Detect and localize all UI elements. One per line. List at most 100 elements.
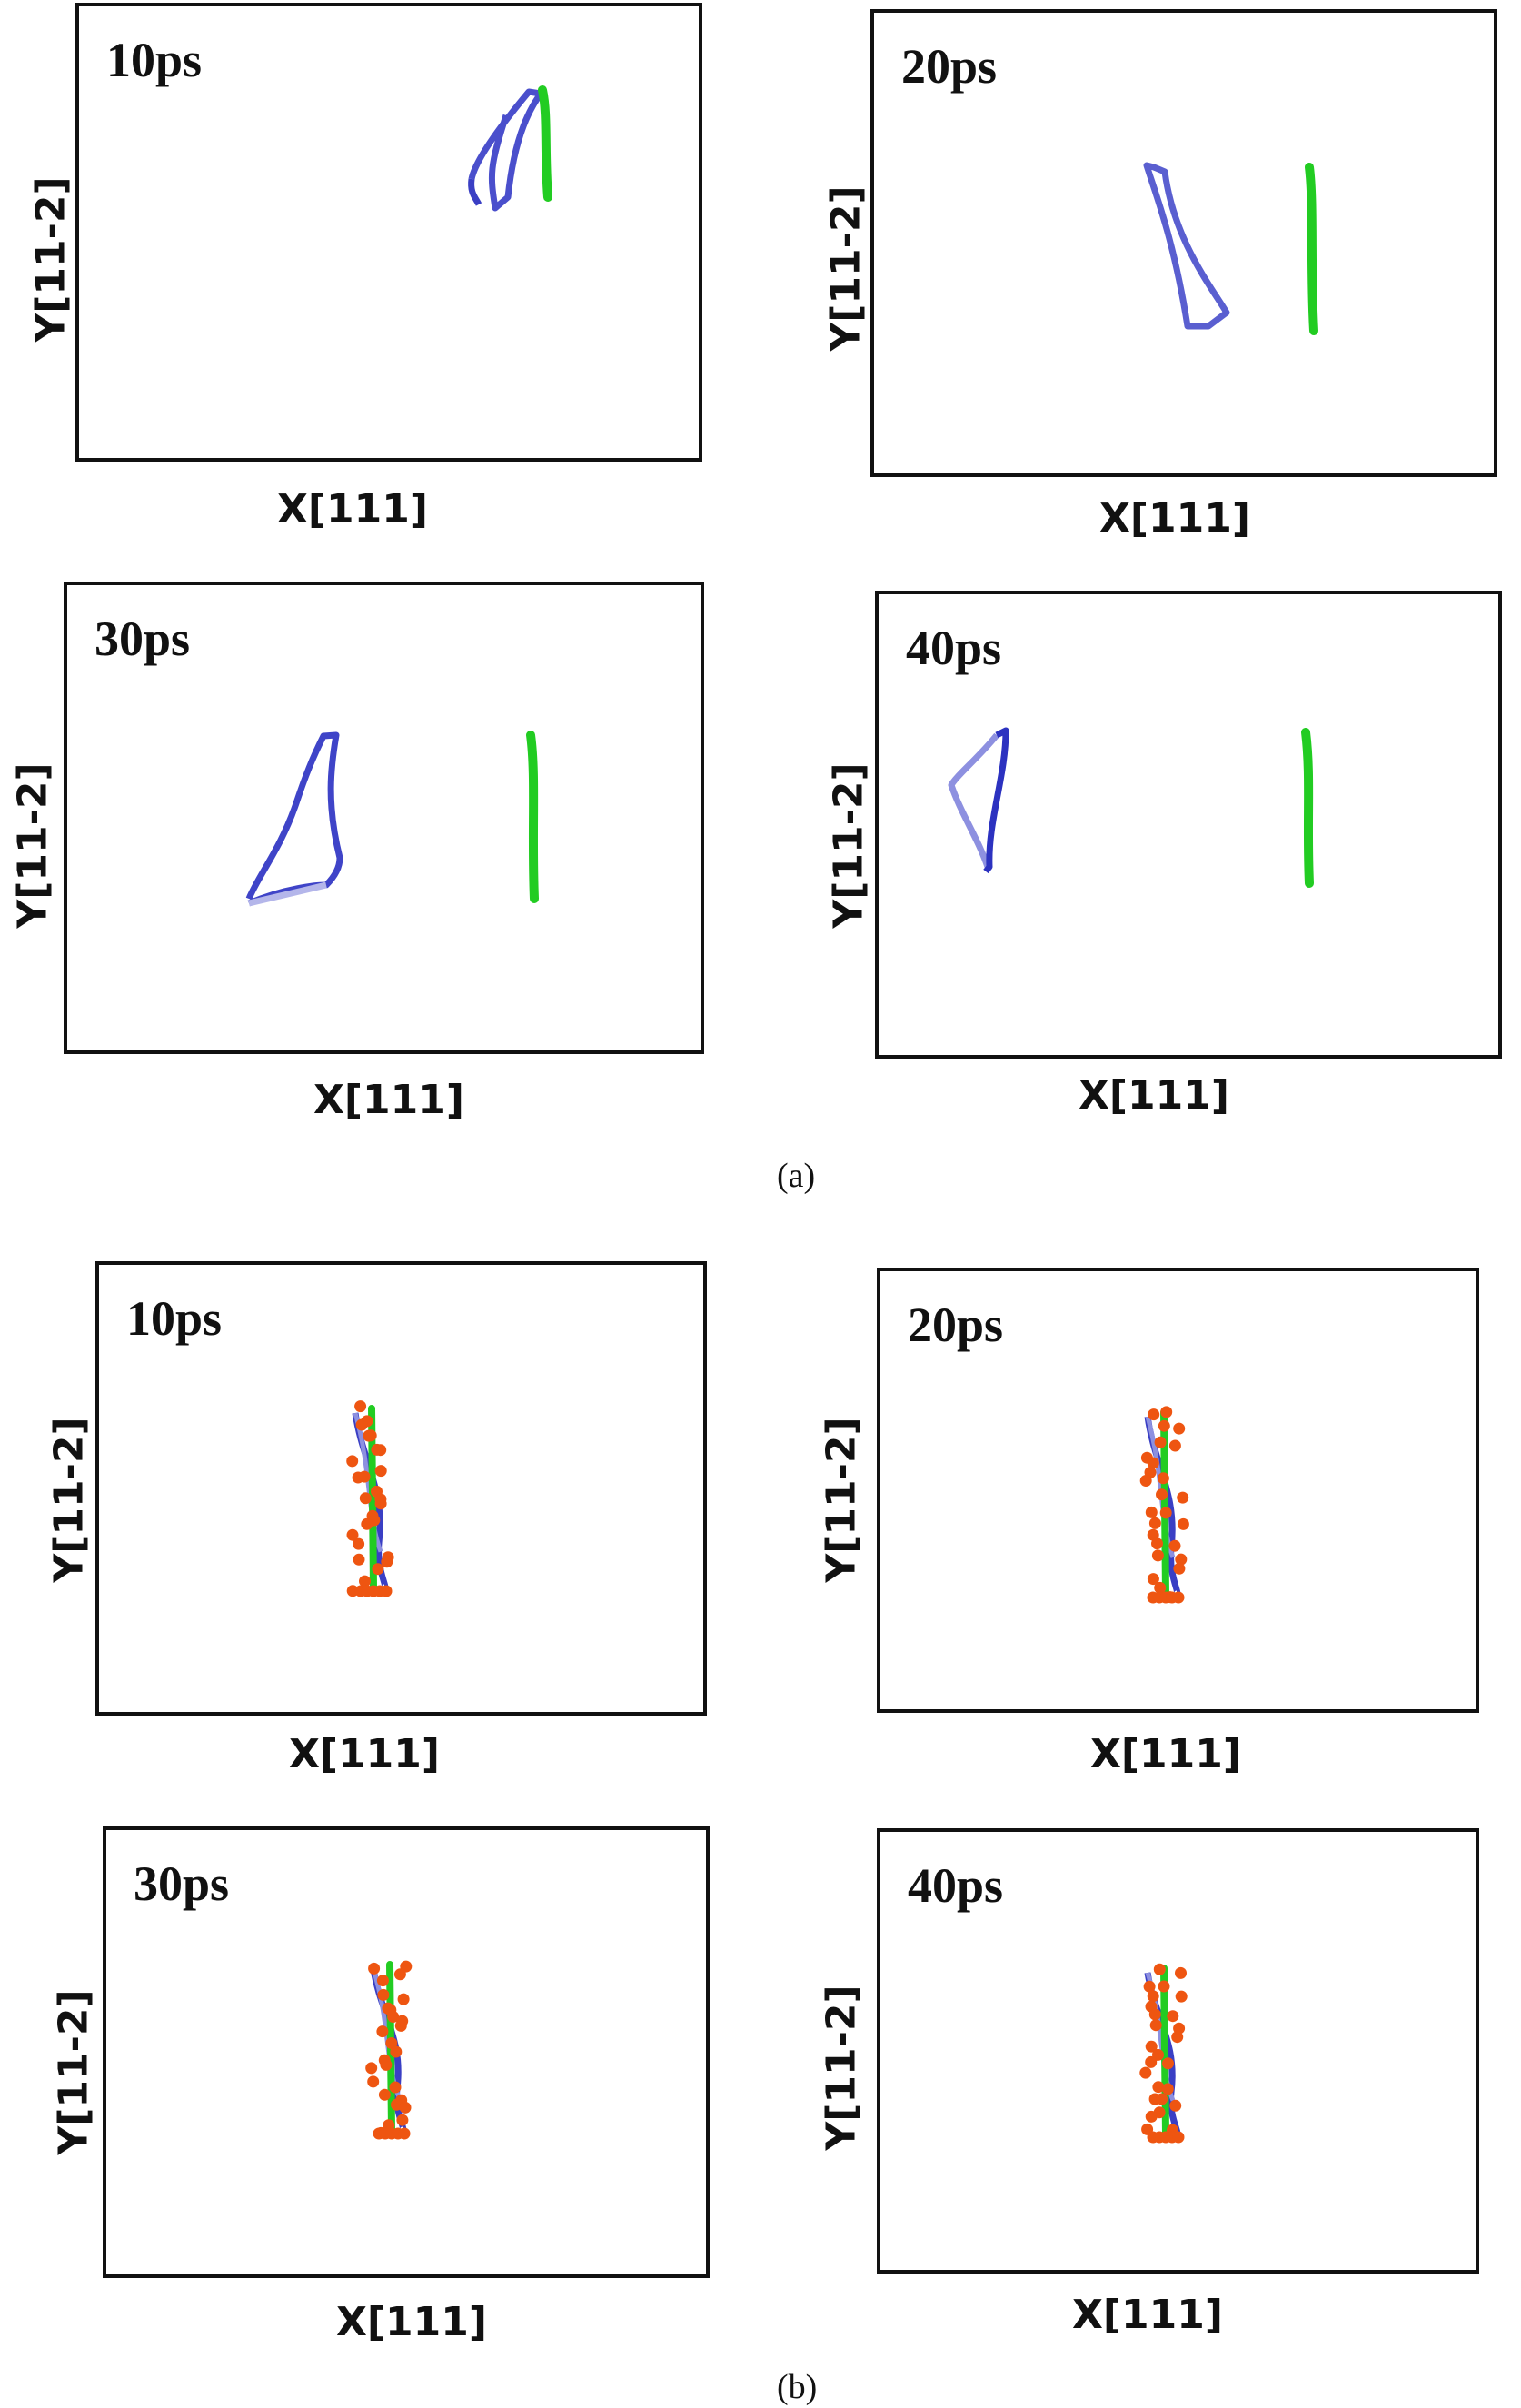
atom (1158, 1419, 1170, 1432)
atom (1160, 1406, 1173, 1418)
atom (1145, 2040, 1158, 2053)
atom (1148, 2008, 1161, 2021)
atom (1147, 1990, 1159, 2003)
green-line (538, 85, 552, 202)
atom (359, 1575, 371, 1587)
dislocation-plot (365, 1960, 413, 2140)
atom (371, 1443, 383, 1456)
atom (358, 1470, 371, 1483)
y-axis-label: Y[11-2] (9, 762, 56, 929)
time-label: 20ps (908, 1298, 1004, 1352)
panel-b-10ps: 10ps (95, 1261, 707, 1716)
atom (1145, 1506, 1158, 1518)
atom (361, 1517, 373, 1530)
atom (1152, 2081, 1165, 2094)
atom (1156, 2093, 1168, 2105)
atom (378, 2088, 391, 2101)
atom (1143, 1980, 1156, 1993)
atom (1159, 1507, 1172, 1519)
green-line (526, 731, 539, 903)
atom (1139, 1475, 1152, 1487)
atom (380, 1585, 393, 1597)
atom (1154, 1581, 1167, 1594)
atom (377, 1988, 390, 2001)
atom (1177, 1491, 1189, 1504)
atom (1175, 1966, 1187, 1979)
atom (1175, 1553, 1188, 1566)
atom (364, 1429, 377, 1442)
time-label: 30ps (134, 1856, 230, 1911)
x-axis-label: X[111] (277, 486, 428, 532)
atom (396, 2114, 409, 2126)
atom (1168, 1439, 1181, 1452)
atom (1177, 1517, 1189, 1530)
atom (1145, 2110, 1158, 2123)
atom (1158, 1980, 1170, 1993)
atom (1148, 1408, 1160, 1421)
dislocation-plot (1139, 1406, 1189, 1604)
atom (387, 2011, 400, 2023)
blue-loop-edge (468, 178, 482, 206)
atom (359, 1492, 372, 1505)
panel-a-20ps: 20ps (870, 9, 1497, 477)
blue-loop (245, 731, 343, 907)
atom (399, 2101, 412, 2114)
x-axis-label: X[111] (1072, 2292, 1223, 2338)
atom (1151, 1537, 1163, 1550)
panel-a-10ps: 10ps (75, 3, 702, 462)
atom (1172, 1591, 1185, 1604)
x-axis-label: X[111] (1090, 1731, 1241, 1777)
atom (1173, 1422, 1186, 1435)
atom (1168, 1539, 1181, 1552)
dislocation-plot (1139, 1963, 1188, 2144)
atom (398, 2127, 411, 2140)
atom (1147, 1457, 1159, 1469)
atom (389, 2081, 402, 2094)
panel-b-40ps: 40ps (877, 1828, 1479, 2274)
blue-loop-light (948, 732, 999, 869)
atom (372, 1563, 384, 1576)
y-axis-label: Y[11-2] (50, 1989, 97, 2155)
atom (346, 1528, 359, 1541)
atom (368, 1962, 381, 1975)
atom (1154, 1436, 1167, 1448)
atom (1145, 2055, 1158, 2068)
atom (376, 2025, 389, 2038)
green-line (1301, 728, 1314, 888)
dislocation-plot (468, 85, 552, 212)
atom (1162, 2057, 1174, 2070)
x-axis-label: X[111] (1099, 495, 1250, 542)
green-line (1305, 163, 1318, 335)
x-axis-label: X[111] (1079, 1072, 1229, 1119)
x-axis-label: X[111] (336, 2299, 487, 2345)
blue-loop (983, 727, 1009, 874)
time-label: 10ps (126, 1291, 223, 1346)
atom (1175, 1990, 1188, 2003)
atom (1156, 1488, 1168, 1501)
time-label: 40ps (908, 1858, 1004, 1913)
caption-a: (a) (777, 1157, 816, 1195)
atom (367, 2075, 380, 2088)
atom (393, 1968, 406, 1981)
blue-loop (468, 88, 544, 212)
atom (1157, 1472, 1169, 1485)
atom (365, 2062, 378, 2075)
time-label: 30ps (94, 612, 191, 666)
atom (380, 2058, 393, 2071)
blue-loop (1143, 162, 1230, 330)
dislocation-plot (245, 731, 539, 907)
dislocation-plot (346, 1400, 394, 1597)
atom (1172, 2131, 1185, 2144)
atom (353, 1553, 365, 1566)
time-label: 40ps (906, 621, 1002, 675)
caption-b: (b) (777, 2368, 818, 2406)
atom (376, 1975, 389, 1987)
atom (1139, 2066, 1152, 2079)
dislocation-plot (948, 727, 1314, 888)
y-axis-label: Y[11-2] (818, 1417, 865, 1583)
atom (390, 2045, 403, 2058)
dislocation-plot (1143, 162, 1318, 335)
y-axis-label: Y[11-2] (27, 176, 75, 343)
panel-b-30ps: 30ps (103, 1826, 710, 2278)
atom (355, 1418, 368, 1431)
